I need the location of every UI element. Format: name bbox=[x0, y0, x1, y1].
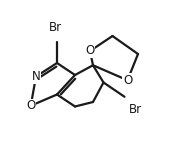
Text: Br: Br bbox=[128, 103, 142, 116]
Text: N: N bbox=[32, 70, 40, 83]
Text: O: O bbox=[123, 74, 132, 87]
Text: O: O bbox=[26, 99, 35, 112]
Text: Br: Br bbox=[49, 21, 62, 33]
Text: O: O bbox=[85, 45, 95, 57]
